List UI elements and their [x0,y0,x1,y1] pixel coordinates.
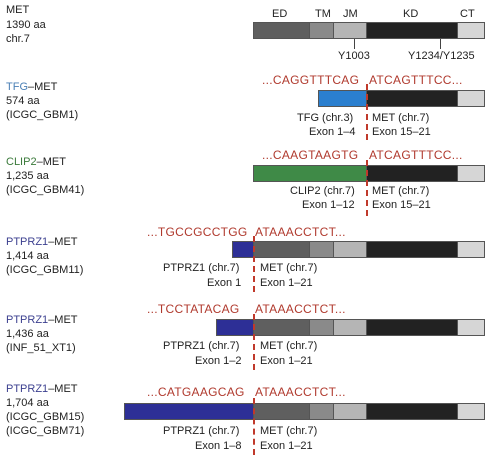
fusion5-jm-domain [333,403,367,420]
fusion4-bar [216,319,485,336]
fusion1-tfg-segment [318,90,367,107]
fusion5-kd-domain [366,403,458,420]
fusion1-sample: (ICGC_GBM1) [6,109,79,121]
fusion5-seq-left: ...CATGAAGCAG [147,385,245,399]
domain-label-tm: TM [315,8,331,20]
fusion3-left-label: PTPRZ1 (chr.7) [163,262,240,274]
fusion3-ed-domain [253,241,310,258]
met-ct-domain [457,22,485,39]
fusion1-kd-domain [366,90,458,107]
met-name: MET [6,4,30,16]
fusion4-seq-left: ...TCCTATACAG [147,302,240,316]
fusion3-ptprz1-segment [232,241,254,258]
fusion3-ct-domain [457,241,485,258]
fusion2-left-exons: Exon 1–12 [302,199,355,211]
fusion5-right-label: MET (chr.7) [260,425,318,437]
fusion3-length: 1,414 aa [6,250,49,262]
fusion4-length: 1,436 aa [6,328,49,340]
fusion1-ct-domain [457,90,485,107]
fusion3-sample: (ICGC_GBM11) [6,264,84,276]
fusion5-tm-domain [309,403,334,420]
fusion4-tm-domain [309,319,334,336]
fusion2-left-label: CLIP2 (chr.7) [290,185,355,197]
fusion1-seq-right: ATCAGTTTCC... [369,73,463,87]
fusion4-left-exons: Exon 1–2 [195,355,242,367]
fusion2-breakpoint [366,160,368,216]
fusion5-ptprz1-segment [124,403,254,420]
fusion1-right-label: MET (chr.7) [372,112,430,124]
met-tm-domain [309,22,334,39]
site-y1003: Y1003 [338,50,370,62]
fusion3-jm-domain [333,241,367,258]
fusion2-clip2-segment [253,165,367,182]
fusion2-seq-right: ATCAGTTTCC... [369,148,463,162]
fusion5-sample2: (ICGC_GBM71) [6,425,85,437]
fusion5-left-exons: Exon 1–8 [195,440,242,452]
fusion3-seq-left: ...TGCCGCCTGG [147,225,248,239]
fusion4-right-exons: Exon 1–21 [260,355,313,367]
fusion4-jm-domain [333,319,367,336]
site-y1234-y1235: Y1234/Y1235 [408,50,475,62]
fusion3-left-exons: Exon 1 [207,277,242,289]
fusion4-ct-domain [457,319,485,336]
fusion1-right-exons: Exon 15–21 [372,126,431,138]
fusion2-bar [253,165,485,182]
fusion5-length: 1,704 aa [6,397,49,409]
fusion5-ed-domain [253,403,310,420]
tick-y1234 [440,39,441,49]
fusion3-bar [232,241,485,258]
fusion2-right-label: MET (chr.7) [372,185,430,197]
fusion1-breakpoint [366,84,368,140]
fusion2-ct-domain [457,165,485,182]
fusion1-bar [318,90,485,107]
met-jm-domain [333,22,367,39]
fusion2-length: 1,235 aa [6,170,49,182]
fusion4-ptprz1-segment [216,319,254,336]
fusion3-kd-domain [366,241,458,258]
fusion5-right-exons: Exon 1–21 [260,440,313,452]
fusion2-right-exons: Exon 15–21 [372,199,431,211]
fusion4-sample: (INF_51_XT1) [6,342,76,354]
fusion4-right-label: MET (chr.7) [260,340,318,352]
fusion4-ed-domain [253,319,310,336]
fusion4-left-label: PTPRZ1 (chr.7) [163,340,240,352]
fusion4-kd-domain [366,319,458,336]
fusion5-breakpoint [253,398,255,455]
fusion3-breakpoint [253,236,255,292]
domain-label-kd: KD [403,8,419,20]
fusion2-name: CLIP2–MET [6,156,66,168]
fusion5-seq-right: ATAAACCTCT... [255,385,346,399]
fusion2-sample: (ICGC_GBM41) [6,184,85,196]
fusion1-seq-left: ...CAGGTTTCAG [262,73,360,87]
fusion4-breakpoint [253,314,255,370]
fusion3-right-exons: Exon 1–21 [260,277,313,289]
fusion5-name: PTPRZ1–MET [6,383,78,395]
met-length: 1390 aa [6,19,46,31]
met-chromosome: chr.7 [6,33,30,45]
fusion5-ct-domain [457,403,485,420]
tick-y1003 [354,39,355,49]
fusion5-bar [124,403,485,420]
met-protein-bar [253,22,485,39]
met-ed-domain [253,22,310,39]
fusion2-seq-left: ...CAAGTAAGTG [262,148,359,162]
fusion3-name: PTPRZ1–MET [6,236,78,248]
fusion1-length: 574 aa [6,95,40,107]
fusion4-name: PTPRZ1–MET [6,314,78,326]
domain-label-jm: JM [343,8,358,20]
fusion3-right-label: MET (chr.7) [260,262,318,274]
fusion4-seq-right: ATAAACCTCT... [255,302,346,316]
fusion2-kd-domain [366,165,458,182]
met-kd-domain [366,22,458,39]
fusion1-name: TFG–MET [6,81,58,93]
domain-label-ct: CT [460,8,475,20]
fusion5-left-label: PTPRZ1 (chr.7) [163,425,240,437]
fusion1-left-exons: Exon 1–4 [309,126,356,138]
fusion1-left-label: TFG (chr.3) [297,112,354,124]
fusion3-tm-domain [309,241,334,258]
fusion3-seq-right: ATAAACCTCT... [255,225,346,239]
domain-label-ed: ED [272,8,288,20]
fusion5-sample: (ICGC_GBM15) [6,411,85,423]
